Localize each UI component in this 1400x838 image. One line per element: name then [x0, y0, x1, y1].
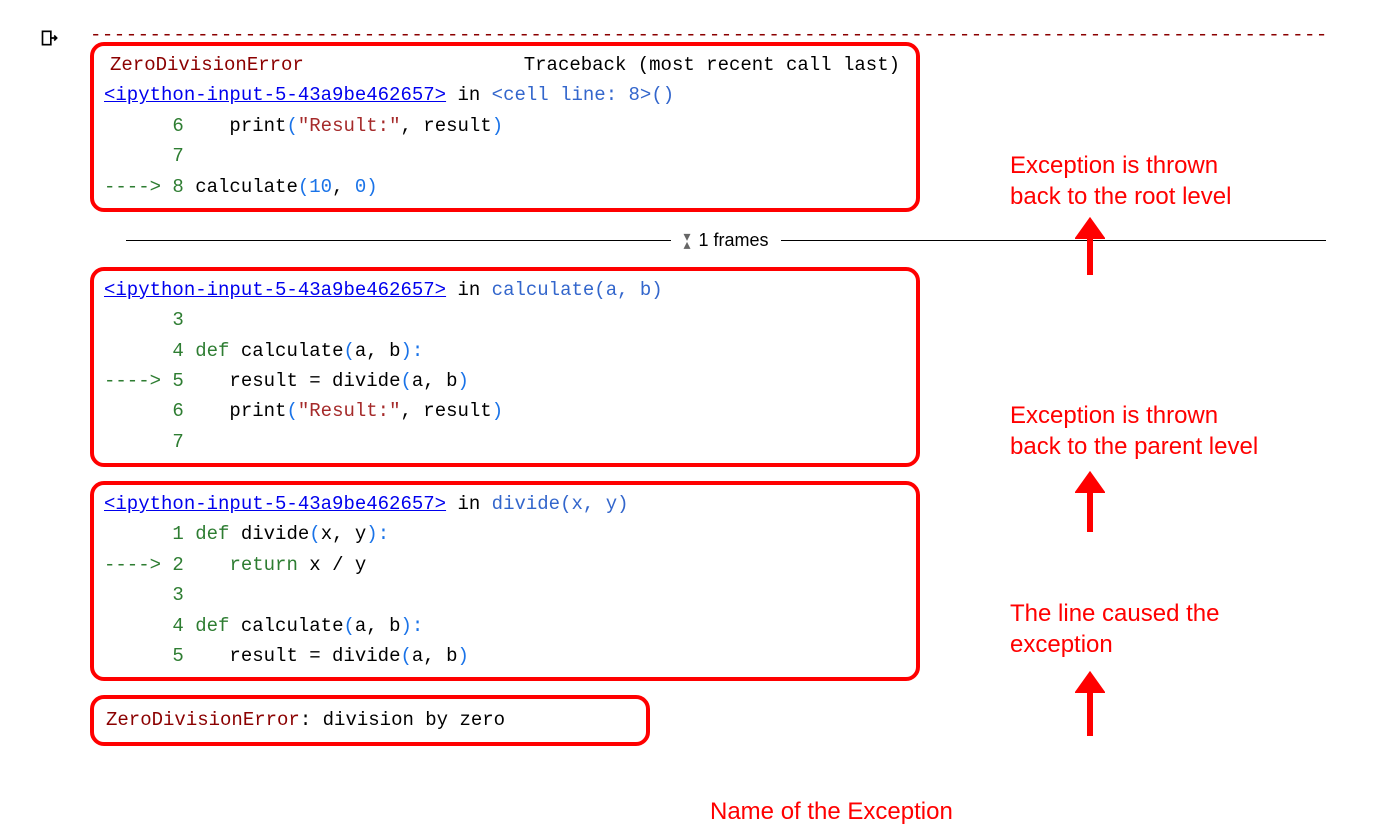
frame-0-code: <ipython-input-5-43a9be462657> in <cell … [104, 80, 906, 202]
collapsed-frames-bar[interactable]: ▾▴ 1 frames [126, 226, 1326, 255]
traceback-frame-box-1: <ipython-input-5-43a9be462657> in calcul… [90, 267, 920, 467]
frame-source-link[interactable]: <ipython-input-5-43a9be462657> [104, 84, 446, 106]
final-error-sep: : [300, 709, 323, 731]
expand-frames-icon[interactable]: ▾▴ [683, 232, 690, 248]
traceback-frame-box-2: <ipython-input-5-43a9be462657> in divide… [90, 481, 920, 681]
frame-2-code: <ipython-input-5-43a9be462657> in divide… [104, 489, 906, 671]
frame-1-code: <ipython-input-5-43a9be462657> in calcul… [104, 275, 906, 457]
cell-output-icon [40, 28, 60, 48]
annotation-label: Exception is thrownback to the root leve… [1010, 150, 1231, 212]
frame-source-link[interactable]: <ipython-input-5-43a9be462657> [104, 279, 446, 301]
traceback-header: ZeroDivisionError Traceback (most recent… [104, 50, 906, 80]
traceback-container: ----------------------------------------… [30, 20, 1370, 746]
annotation-label: Exception is thrownback to the parent le… [1010, 400, 1258, 462]
error-name: ZeroDivisionError [110, 50, 304, 80]
traceback-separator: ----------------------------------------… [90, 20, 1330, 46]
final-error-message: division by zero [323, 709, 505, 731]
traceback-frame-box-0: ZeroDivisionError Traceback (most recent… [90, 42, 920, 212]
annotation-arrow-icon [1075, 207, 1105, 290]
separator-line [126, 240, 671, 241]
separator-line [781, 240, 1326, 241]
final-error-name: ZeroDivisionError [106, 709, 300, 731]
annotation-arrow-icon [1075, 661, 1105, 751]
traceback-label: Traceback (most recent call last) [524, 50, 900, 80]
frame-source-link[interactable]: <ipython-input-5-43a9be462657> [104, 493, 446, 515]
annotation-label: Name of the Exception [710, 796, 953, 827]
final-error-box: ZeroDivisionError: division by zero [90, 695, 650, 745]
frames-count-label: 1 frames [699, 226, 769, 255]
annotation-arrow-icon [1075, 461, 1105, 547]
annotation-label: The line caused theexception [1010, 598, 1219, 660]
